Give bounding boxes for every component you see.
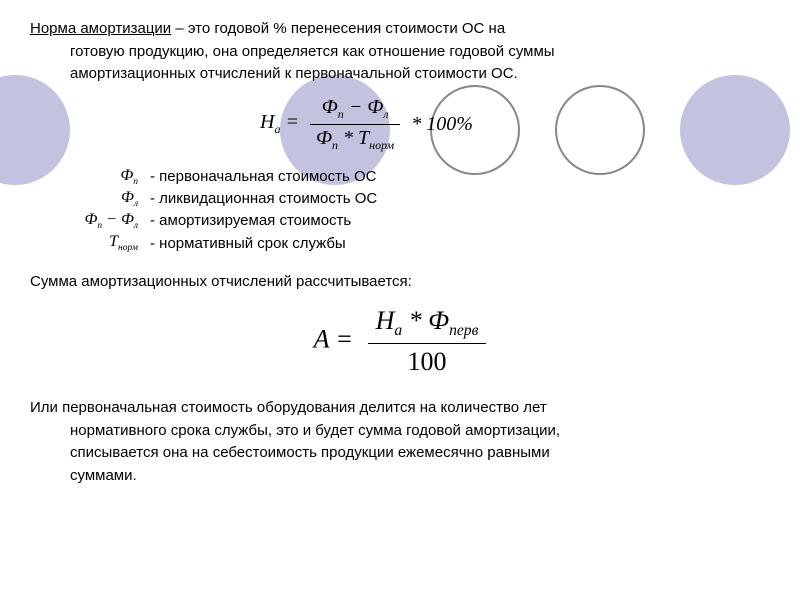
definitions-list: Фп - первоначальная стоимость ОС Фл - ли… bbox=[30, 167, 770, 254]
term-underline: Норма амортизации bbox=[30, 20, 171, 37]
def-sym-diff: Фп − Фл bbox=[30, 211, 150, 231]
intro-line2: готовую продукцию, она определяется как … bbox=[30, 41, 555, 64]
slide-content: Норма амортизации – это годовой % перене… bbox=[30, 18, 770, 487]
f2n-F: Ф bbox=[428, 306, 449, 335]
intro-rest: – это годовой % перенесения стоимости ОС… bbox=[171, 20, 505, 37]
f1d-star: * bbox=[338, 127, 358, 149]
f1d-norm: норм bbox=[369, 138, 394, 152]
formula2-lhs: A = bbox=[314, 325, 360, 354]
def-row: Фп - первоначальная стоимость ОС bbox=[30, 167, 770, 187]
f2n-star: * bbox=[402, 306, 428, 335]
def-text: - ликвидационная стоимость ОС bbox=[150, 190, 377, 207]
f1d-Fp: Ф bbox=[316, 127, 332, 149]
formula2-denominator: 100 bbox=[368, 344, 487, 377]
formula1-tail: * 100% bbox=[411, 113, 473, 136]
f1d-T: Т bbox=[358, 127, 369, 149]
formula1-lhs: На = bbox=[260, 111, 299, 137]
mid-paragraph: Сумма амортизационных отчислений рассчит… bbox=[30, 273, 770, 290]
formula1-numerator: Фп − Фл bbox=[310, 96, 400, 125]
intro-line3: амортизационных отчислений к первоначаль… bbox=[30, 63, 518, 86]
f1n-minus: − bbox=[344, 96, 368, 118]
outro-l4: суммами. bbox=[70, 467, 137, 484]
formula2-numerator: На * Фперв bbox=[368, 306, 487, 344]
def-sym-fl: Фл bbox=[30, 189, 150, 209]
formula-norm-amort: На = Фп − Фл Фп * Тнорм * 100% bbox=[260, 96, 770, 153]
def-sym-tnorm: Тнорм bbox=[30, 233, 150, 253]
def-row: Тнорм - нормативный срок службы bbox=[30, 233, 770, 253]
f2n-perv: перв bbox=[449, 322, 478, 339]
formula1-fraction: Фп − Фл Фп * Тнорм bbox=[310, 96, 400, 153]
f2n-a: а bbox=[394, 322, 402, 339]
def-text: - первоначальная стоимость ОС bbox=[150, 168, 376, 185]
intro-paragraph: Норма амортизации – это годовой % перене… bbox=[30, 18, 770, 86]
outro-l2: нормативного срока службы, это и будет с… bbox=[70, 422, 560, 439]
f1n-Fl: Ф bbox=[367, 96, 383, 118]
formula1-denominator: Фп * Тнорм bbox=[310, 125, 400, 153]
formula2-fraction: На * Фперв 100 bbox=[368, 306, 487, 377]
f2n-H: Н bbox=[376, 306, 395, 335]
def-text: - амортизируемая стоимость bbox=[150, 212, 351, 229]
f1n-l: л bbox=[383, 107, 388, 121]
outro-l1: Или первоначальная стоимость оборудовани… bbox=[30, 399, 547, 416]
f1-H: Н bbox=[260, 111, 274, 133]
f1n-Fp: Ф bbox=[322, 96, 338, 118]
formula-amort-sum: A = На * Фперв 100 bbox=[30, 306, 770, 377]
def-row: Фл - ликвидационная стоимость ОС bbox=[30, 189, 770, 209]
def-text: - нормативный срок службы bbox=[150, 235, 346, 252]
def-row: Фп − Фл - амортизируемая стоимость bbox=[30, 211, 770, 231]
f1-eq: = bbox=[280, 111, 299, 133]
outro-l3: списывается она на себестоимость продукц… bbox=[70, 444, 550, 461]
def-sym-fp: Фп bbox=[30, 167, 150, 187]
outro-paragraph: Или первоначальная стоимость оборудовани… bbox=[30, 397, 770, 487]
